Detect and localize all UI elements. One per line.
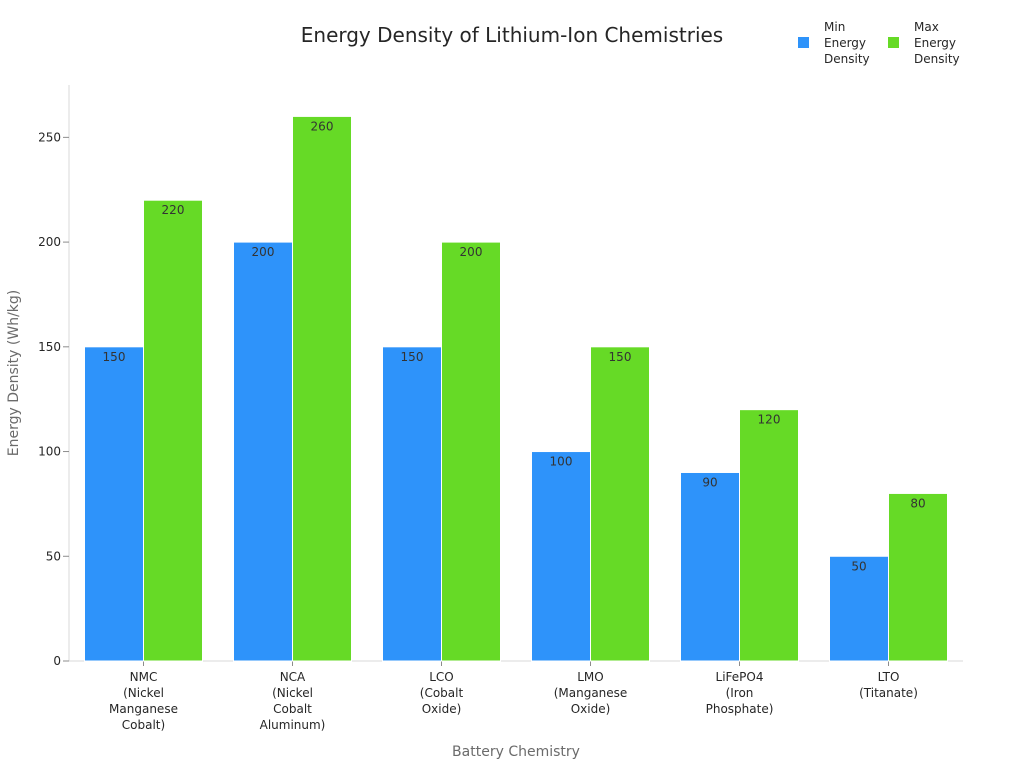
- y-tick-label: 150: [38, 340, 61, 354]
- y-tick-label: 100: [38, 445, 61, 459]
- data-label: 120: [758, 413, 781, 427]
- legend-swatch-max: [888, 37, 899, 48]
- legend-label-max: Max Energy Density: [914, 20, 960, 66]
- chart-legend: Min Energy Density Max Energy Density: [798, 20, 960, 66]
- x-tick-label-line: LMO: [577, 670, 603, 684]
- legend-label-line: Max: [914, 20, 939, 34]
- x-tick-label-line: (Manganese: [554, 686, 628, 700]
- data-label: 150: [103, 350, 126, 364]
- x-tick-label-line: LiFePO4: [716, 670, 764, 684]
- y-tick-label: 200: [38, 235, 61, 249]
- legend-label-line: Energy: [914, 36, 956, 50]
- bar-min: [531, 451, 591, 662]
- x-tick-label-line: NMC: [130, 670, 158, 684]
- bar-max: [143, 199, 203, 662]
- bars-group: [84, 115, 948, 662]
- data-label: 220: [162, 203, 185, 217]
- x-tick-label-line: Cobalt): [122, 718, 165, 732]
- legend-label-line: Density: [824, 52, 870, 66]
- x-tick-label-line: (Iron: [726, 686, 754, 700]
- x-tick-label-line: Cobalt: [273, 702, 312, 716]
- x-tick-label-line: Oxide): [422, 702, 462, 716]
- legend-label-line: Density: [914, 52, 960, 66]
- x-axis: NMC (Nickel Manganese Cobalt) NCA (Nickel Coba…: [69, 660, 963, 732]
- chart-title: Energy Density of Lithium-Ion Chemistrie…: [301, 23, 723, 47]
- bar-max: [292, 115, 352, 662]
- bar-min: [233, 241, 293, 662]
- legend-label-line: Min: [824, 20, 845, 34]
- data-label: 150: [609, 350, 632, 364]
- y-axis-title: Energy Density (Wh/kg): [6, 290, 22, 457]
- y-tick-label: 0: [53, 654, 61, 668]
- bar-max: [888, 492, 948, 662]
- bar-min: [84, 346, 144, 662]
- x-tick-label: LiFePO4 (Iron Phosphate): [706, 670, 774, 716]
- data-label: 260: [311, 119, 334, 133]
- x-tick-label-line: Phosphate): [706, 702, 774, 716]
- legend-swatch-min: [798, 37, 809, 48]
- legend-label-line: Energy: [824, 36, 866, 50]
- data-label: 200: [460, 245, 483, 259]
- x-tick-label-line: (Nickel: [123, 686, 164, 700]
- y-tick-label: 50: [46, 549, 61, 563]
- data-label: 80: [910, 496, 925, 510]
- data-label: 100: [550, 455, 573, 469]
- bar-max: [441, 241, 501, 662]
- x-tick-label: LCO (Cobalt Oxide): [420, 670, 464, 716]
- x-tick-label-line: Manganese: [109, 702, 178, 716]
- bar-max: [739, 409, 799, 662]
- x-tick-label-line: (Cobalt: [420, 686, 464, 700]
- x-tick-label-line: Aluminum): [260, 718, 326, 732]
- data-label: 50: [851, 559, 866, 573]
- x-axis-title: Battery Chemistry: [452, 744, 580, 760]
- y-axis: 0 50 100 150 200 250: [38, 85, 70, 668]
- x-tick-label: NMC (Nickel Manganese Cobalt): [109, 670, 178, 732]
- bar-max: [590, 346, 650, 662]
- data-label: 150: [401, 350, 424, 364]
- x-tick-label-line: LCO: [429, 670, 454, 684]
- data-label: 90: [702, 475, 717, 489]
- x-tick-label-line: (Titanate): [859, 686, 918, 700]
- data-label: 200: [252, 245, 275, 259]
- data-labels-group: 150 220 200 260 150 200 100 150 90 120 50 80: [103, 119, 926, 573]
- x-tick-label: LMO (Manganese Oxide): [554, 670, 628, 716]
- x-tick-label-line: LTO: [878, 670, 900, 684]
- x-tick-label: LTO (Titanate): [859, 670, 918, 700]
- bar-min: [680, 471, 740, 662]
- x-tick-label-line: NCA: [280, 670, 306, 684]
- x-tick-label: NCA (Nickel Cobalt Aluminum): [260, 670, 326, 732]
- legend-label-min: Min Energy Density: [824, 20, 870, 66]
- y-tick-label: 250: [38, 130, 61, 144]
- bar-min: [382, 346, 442, 662]
- x-tick-label-line: (Nickel: [272, 686, 313, 700]
- x-tick-label-line: Oxide): [571, 702, 611, 716]
